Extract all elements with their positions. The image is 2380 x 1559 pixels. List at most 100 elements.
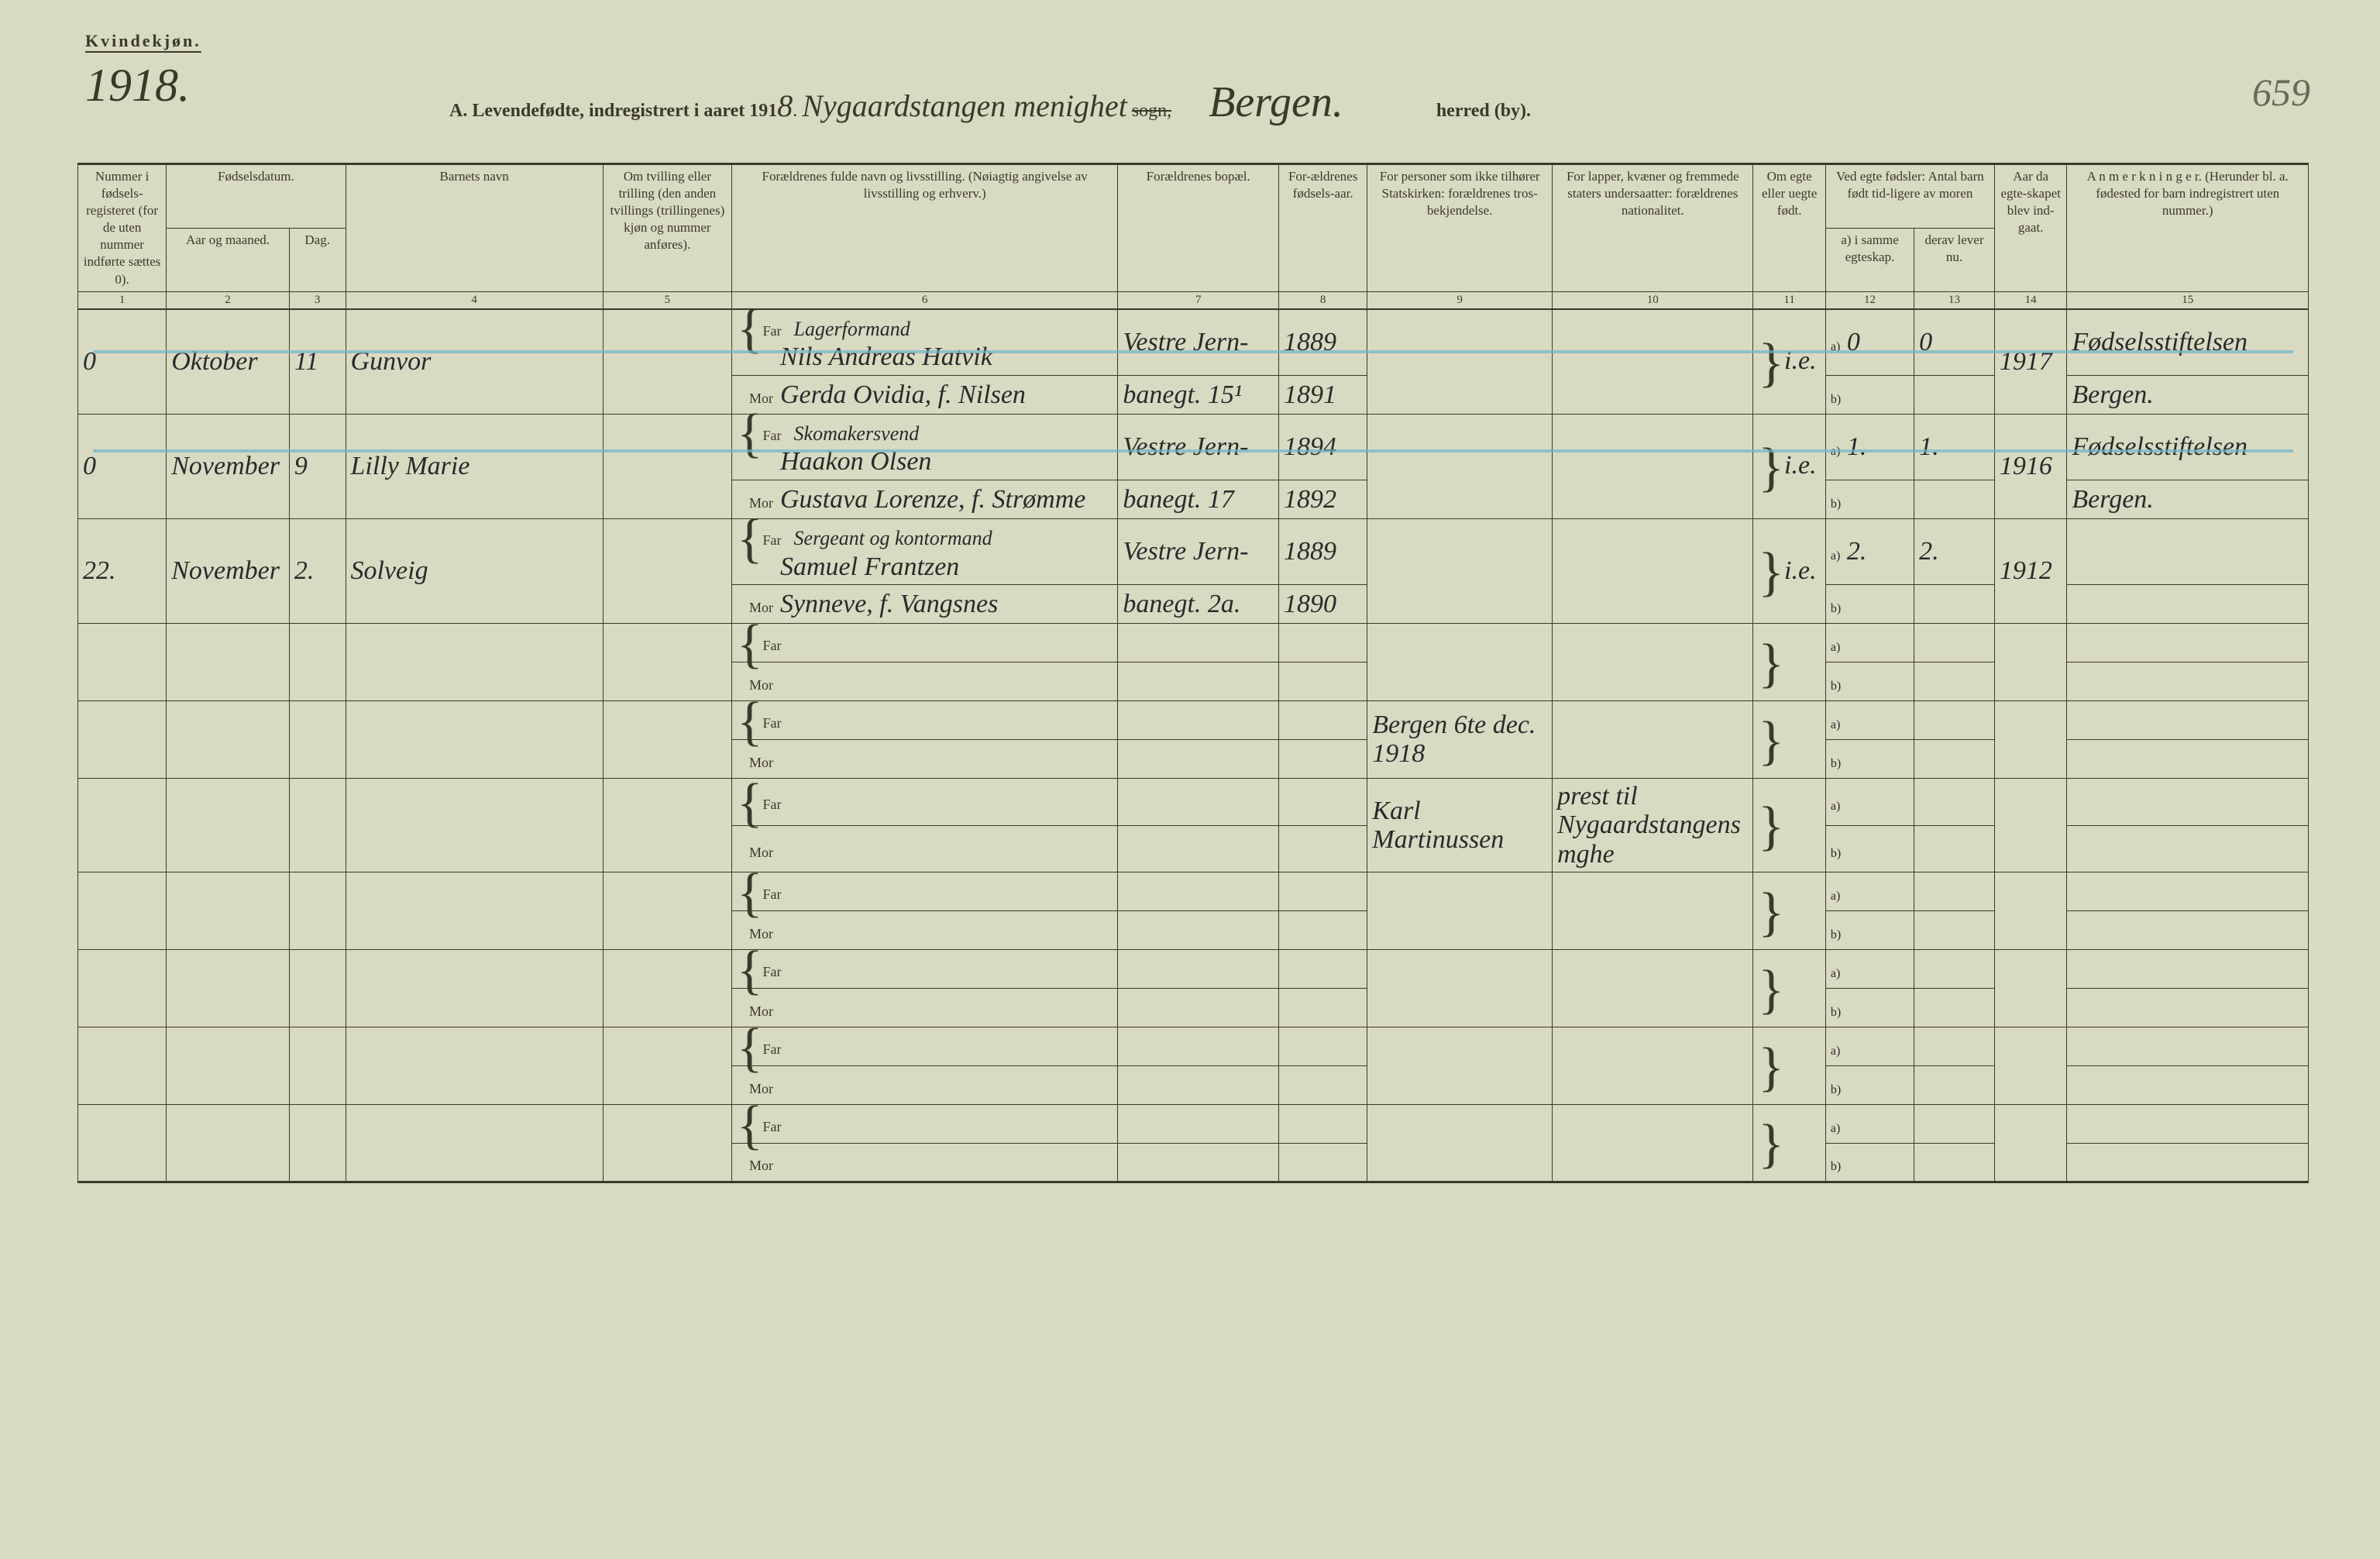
blue-highlight [93, 350, 2293, 353]
col-num: 8 [1279, 291, 1367, 309]
cell-bopael: Vestre Jern- [1118, 309, 1279, 376]
col-header: Barnets navn [346, 164, 603, 292]
col-num: 4 [346, 291, 603, 309]
cell-tros [1367, 518, 1553, 623]
table-row-blank: {Far}a) [78, 872, 2309, 911]
cell-13b [1914, 375, 1995, 414]
cell-num: 22. [78, 518, 167, 623]
table-row-blank: {Far}a) [78, 1105, 2309, 1144]
table-row-blank: {Far}a) [78, 950, 2309, 989]
cell-mor: MorGerda Ovidia, f. Nilsen [731, 375, 1117, 414]
col-num: 15 [2067, 291, 2309, 309]
cell-aar: 1894 [1279, 414, 1367, 480]
cell-month: Oktober [167, 309, 290, 415]
cell-aar: 1890 [1279, 584, 1367, 623]
cell-12a: a) 2. [1825, 518, 1914, 584]
col-header: A n m e r k n i n g e r. (Herunder bl. a… [2067, 164, 2309, 292]
col-header: For lapper, kvæner og fremmede staters u… [1553, 164, 1753, 292]
cell-nat [1553, 700, 1753, 778]
cell-12b: b) [1825, 480, 1914, 518]
cell-twin [603, 309, 731, 415]
page-number: 659 [2252, 70, 2310, 115]
col-header: Nummer i fødsels-registeret (for de uten… [78, 164, 167, 292]
cell-num: 0 [78, 309, 167, 415]
city-name: Bergen. [1209, 77, 1343, 127]
title-prefix: A. Levendefødte, indregistrert i aaret 1… [449, 101, 777, 121]
cell-mor: MorGustava Lorenze, f. Strømme [731, 480, 1117, 518]
cell-far: {FarLagerformandNils Andreas Hatvik [731, 309, 1117, 376]
cell-bopael: banegt. 17 [1118, 480, 1279, 518]
year-digit: 8 [777, 88, 793, 124]
cell-anm: Fødselsstiftelsen [2067, 309, 2309, 376]
cell-nat [1553, 872, 1753, 950]
col-num: 5 [603, 291, 731, 309]
cell-13: 1. [1914, 414, 1995, 480]
cell-anm [2067, 518, 2309, 584]
col-num: 6 [731, 291, 1117, 309]
cell-twin [603, 518, 731, 623]
cell-num: 0 [78, 414, 167, 518]
cell-nat [1553, 950, 1753, 1027]
cell-tros: Karl Martinussen [1367, 778, 1553, 872]
cell-far: {FarSkomakersvendHaakon Olsen [731, 414, 1117, 480]
col-num: 9 [1367, 291, 1553, 309]
cell-day: 11 [289, 309, 346, 415]
cell-day: 2. [289, 518, 346, 623]
cell-month: November [167, 518, 290, 623]
table-row: 0November9Lilly Marie{FarSkomakersvendHa… [78, 414, 2309, 480]
col-num: 11 [1753, 291, 1825, 309]
cell-tros: Bergen 6te dec. 1918 [1367, 700, 1553, 778]
col-num: 7 [1118, 291, 1279, 309]
table-row-blank: {Far}a) [78, 623, 2309, 662]
cell-tros [1367, 414, 1553, 518]
cell-14: 1916 [1994, 414, 2066, 518]
col-header: For-ældrenes fødsels-aar. [1279, 164, 1367, 292]
cell-13: 2. [1914, 518, 1995, 584]
col-subheader: derav lever nu. [1914, 229, 1995, 292]
cell-month: November [167, 414, 290, 518]
cell-nat [1553, 1105, 1753, 1182]
cell-anm [2067, 584, 2309, 623]
cell-mor: MorSynneve, f. Vangsnes [731, 584, 1117, 623]
cell-anm: Fødselsstiftelsen [2067, 414, 2309, 480]
col-num: 1 [78, 291, 167, 309]
cell-nat [1553, 518, 1753, 623]
col-num: 14 [1994, 291, 2066, 309]
cell-nat: prest til Nygaardstangens mghe [1553, 778, 1753, 872]
cell-anm: Bergen. [2067, 480, 2309, 518]
cell-far: {FarSergeant og kontormandSamuel Frantze… [731, 518, 1117, 584]
cell-aar: 1889 [1279, 518, 1367, 584]
blue-highlight [93, 449, 2293, 453]
col-header: For personer som ikke tilhører Statskirk… [1367, 164, 1553, 292]
cell-name: Lilly Marie [346, 414, 603, 518]
cell-aar: 1891 [1279, 375, 1367, 414]
col-header: Fødselsdatum. [167, 164, 346, 229]
table-row-blank: {FarKarl Martinussenprest til Nygaardsta… [78, 778, 2309, 825]
cell-day: 9 [289, 414, 346, 518]
cell-nat [1553, 414, 1753, 518]
col-num: 3 [289, 291, 346, 309]
col-num: 10 [1553, 291, 1753, 309]
cell-14: 1917 [1994, 309, 2066, 415]
cell-tros [1367, 872, 1553, 950]
cell-aar: 1889 [1279, 309, 1367, 376]
cell-name: Gunvor [346, 309, 603, 415]
col-header: Ved egte fødsler: Antal barn født tid-li… [1825, 164, 1994, 229]
cell-nat [1553, 623, 1753, 700]
cell-twin [603, 414, 731, 518]
sogn-struck: sogn, [1132, 101, 1171, 121]
cell-bopael: banegt. 15¹ [1118, 375, 1279, 414]
cell-tros [1367, 1027, 1553, 1105]
table-row-blank: {FarBergen 6te dec. 1918}a) [78, 700, 2309, 739]
table-row-blank: {Far}a) [78, 1027, 2309, 1066]
cell-tros [1367, 950, 1553, 1027]
col-subheader: Dag. [289, 229, 346, 292]
col-header: Forældrenes bopæl. [1118, 164, 1279, 292]
cell-egte: }i.e. [1753, 309, 1825, 415]
col-header: Om egte eller uegte født. [1753, 164, 1825, 292]
table-row: 22.November2.Solveig{FarSergeant og kont… [78, 518, 2309, 584]
cell-13b [1914, 584, 1995, 623]
cell-tros [1367, 1105, 1553, 1182]
cell-12a: a) 1. [1825, 414, 1914, 480]
cell-bopael: Vestre Jern- [1118, 518, 1279, 584]
